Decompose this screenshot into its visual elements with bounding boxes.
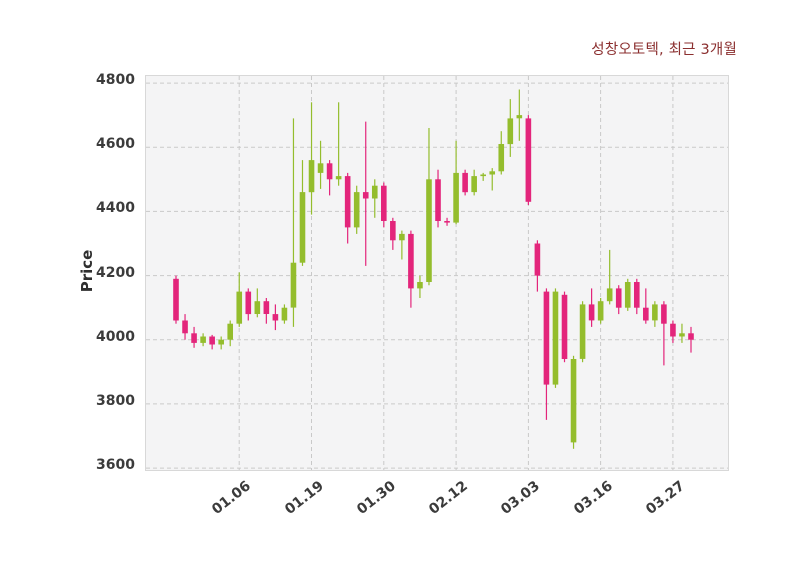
y-tick-label: 4600 <box>96 136 135 152</box>
y-tick-label: 4000 <box>96 329 135 345</box>
y-tick-label: 4200 <box>96 265 135 281</box>
y-tick-label: 3800 <box>96 393 135 409</box>
y-tick-label: 4400 <box>96 200 135 216</box>
chart-title: 성창오토텍, 최근 3개월 <box>591 42 737 58</box>
y-tick-label: 3600 <box>96 457 135 473</box>
y-tick-label: 4800 <box>96 72 135 88</box>
candles-svg <box>146 76 728 470</box>
plot-area <box>145 75 729 471</box>
